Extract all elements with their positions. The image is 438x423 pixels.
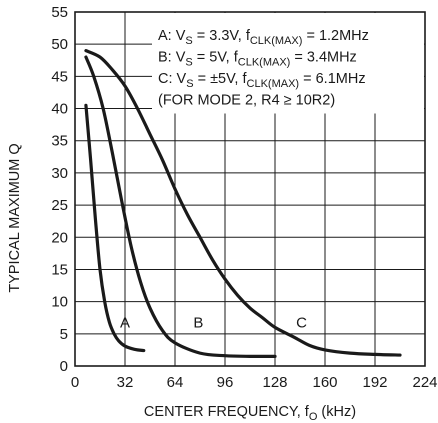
x-tick-label: 96 bbox=[217, 374, 234, 391]
y-tick-label: 50 bbox=[51, 36, 68, 53]
x-tick-label: 160 bbox=[312, 374, 337, 391]
y-tick-label: 25 bbox=[51, 197, 68, 214]
y-tick-label: 5 bbox=[60, 326, 68, 343]
legend-entry: A: VS = 3.3V, fCLK(MAX) = 1.2MHz bbox=[158, 28, 369, 47]
curve-label-b: B bbox=[193, 314, 203, 331]
y-tick-label: 40 bbox=[51, 101, 68, 118]
y-tick-label: 55 bbox=[51, 4, 68, 21]
x-tick-label: 224 bbox=[412, 374, 437, 391]
y-axis-label: TYPICAL MAXIMUM Q bbox=[7, 143, 23, 292]
y-tick-label: 20 bbox=[51, 229, 68, 246]
plot-frame bbox=[74, 11, 426, 367]
legend-entry: B: VS = 5V, fCLK(MAX) = 3.4MHz bbox=[158, 50, 357, 69]
curve-label-a: A bbox=[120, 314, 130, 331]
y-tick-label: 45 bbox=[51, 68, 68, 85]
x-tick-label: 0 bbox=[71, 374, 79, 391]
curve-labels: A B C bbox=[120, 314, 307, 331]
curve-a bbox=[84, 103, 146, 353]
x-tick-label: 192 bbox=[362, 374, 387, 391]
curve-label-c: C bbox=[296, 314, 307, 331]
legend-entry: (FOR MODE 2, R4 ≥ 10R2) bbox=[158, 93, 335, 109]
x-tick-label: 128 bbox=[262, 374, 287, 391]
legend: A: VS = 3.3V, fCLK(MAX) = 1.2MHz B: VS = … bbox=[158, 28, 369, 109]
y-tick-label: 0 bbox=[60, 358, 68, 375]
curve-b bbox=[84, 55, 277, 358]
curves bbox=[84, 49, 402, 358]
x-tick-label: 32 bbox=[117, 374, 134, 391]
tick-labels: 0 32 64 96 128 160 192 224 0 5 10 15 20 25 30 35 40 45 50 5… bbox=[51, 4, 437, 391]
y-tick-label: 35 bbox=[51, 133, 68, 150]
y-tick-label: 30 bbox=[51, 165, 68, 182]
legend-entry: C: VS = ±5V, fCLK(MAX) = 6.1MHz bbox=[158, 71, 366, 90]
x-tick-label: 64 bbox=[167, 374, 184, 391]
x-axis-label: CENTER FREQUENCY, fO (kHz) bbox=[144, 404, 356, 423]
legend-background bbox=[152, 13, 424, 114]
curve-c bbox=[84, 49, 402, 357]
y-tick-label: 10 bbox=[51, 294, 68, 311]
y-tick-label: 15 bbox=[51, 261, 68, 278]
